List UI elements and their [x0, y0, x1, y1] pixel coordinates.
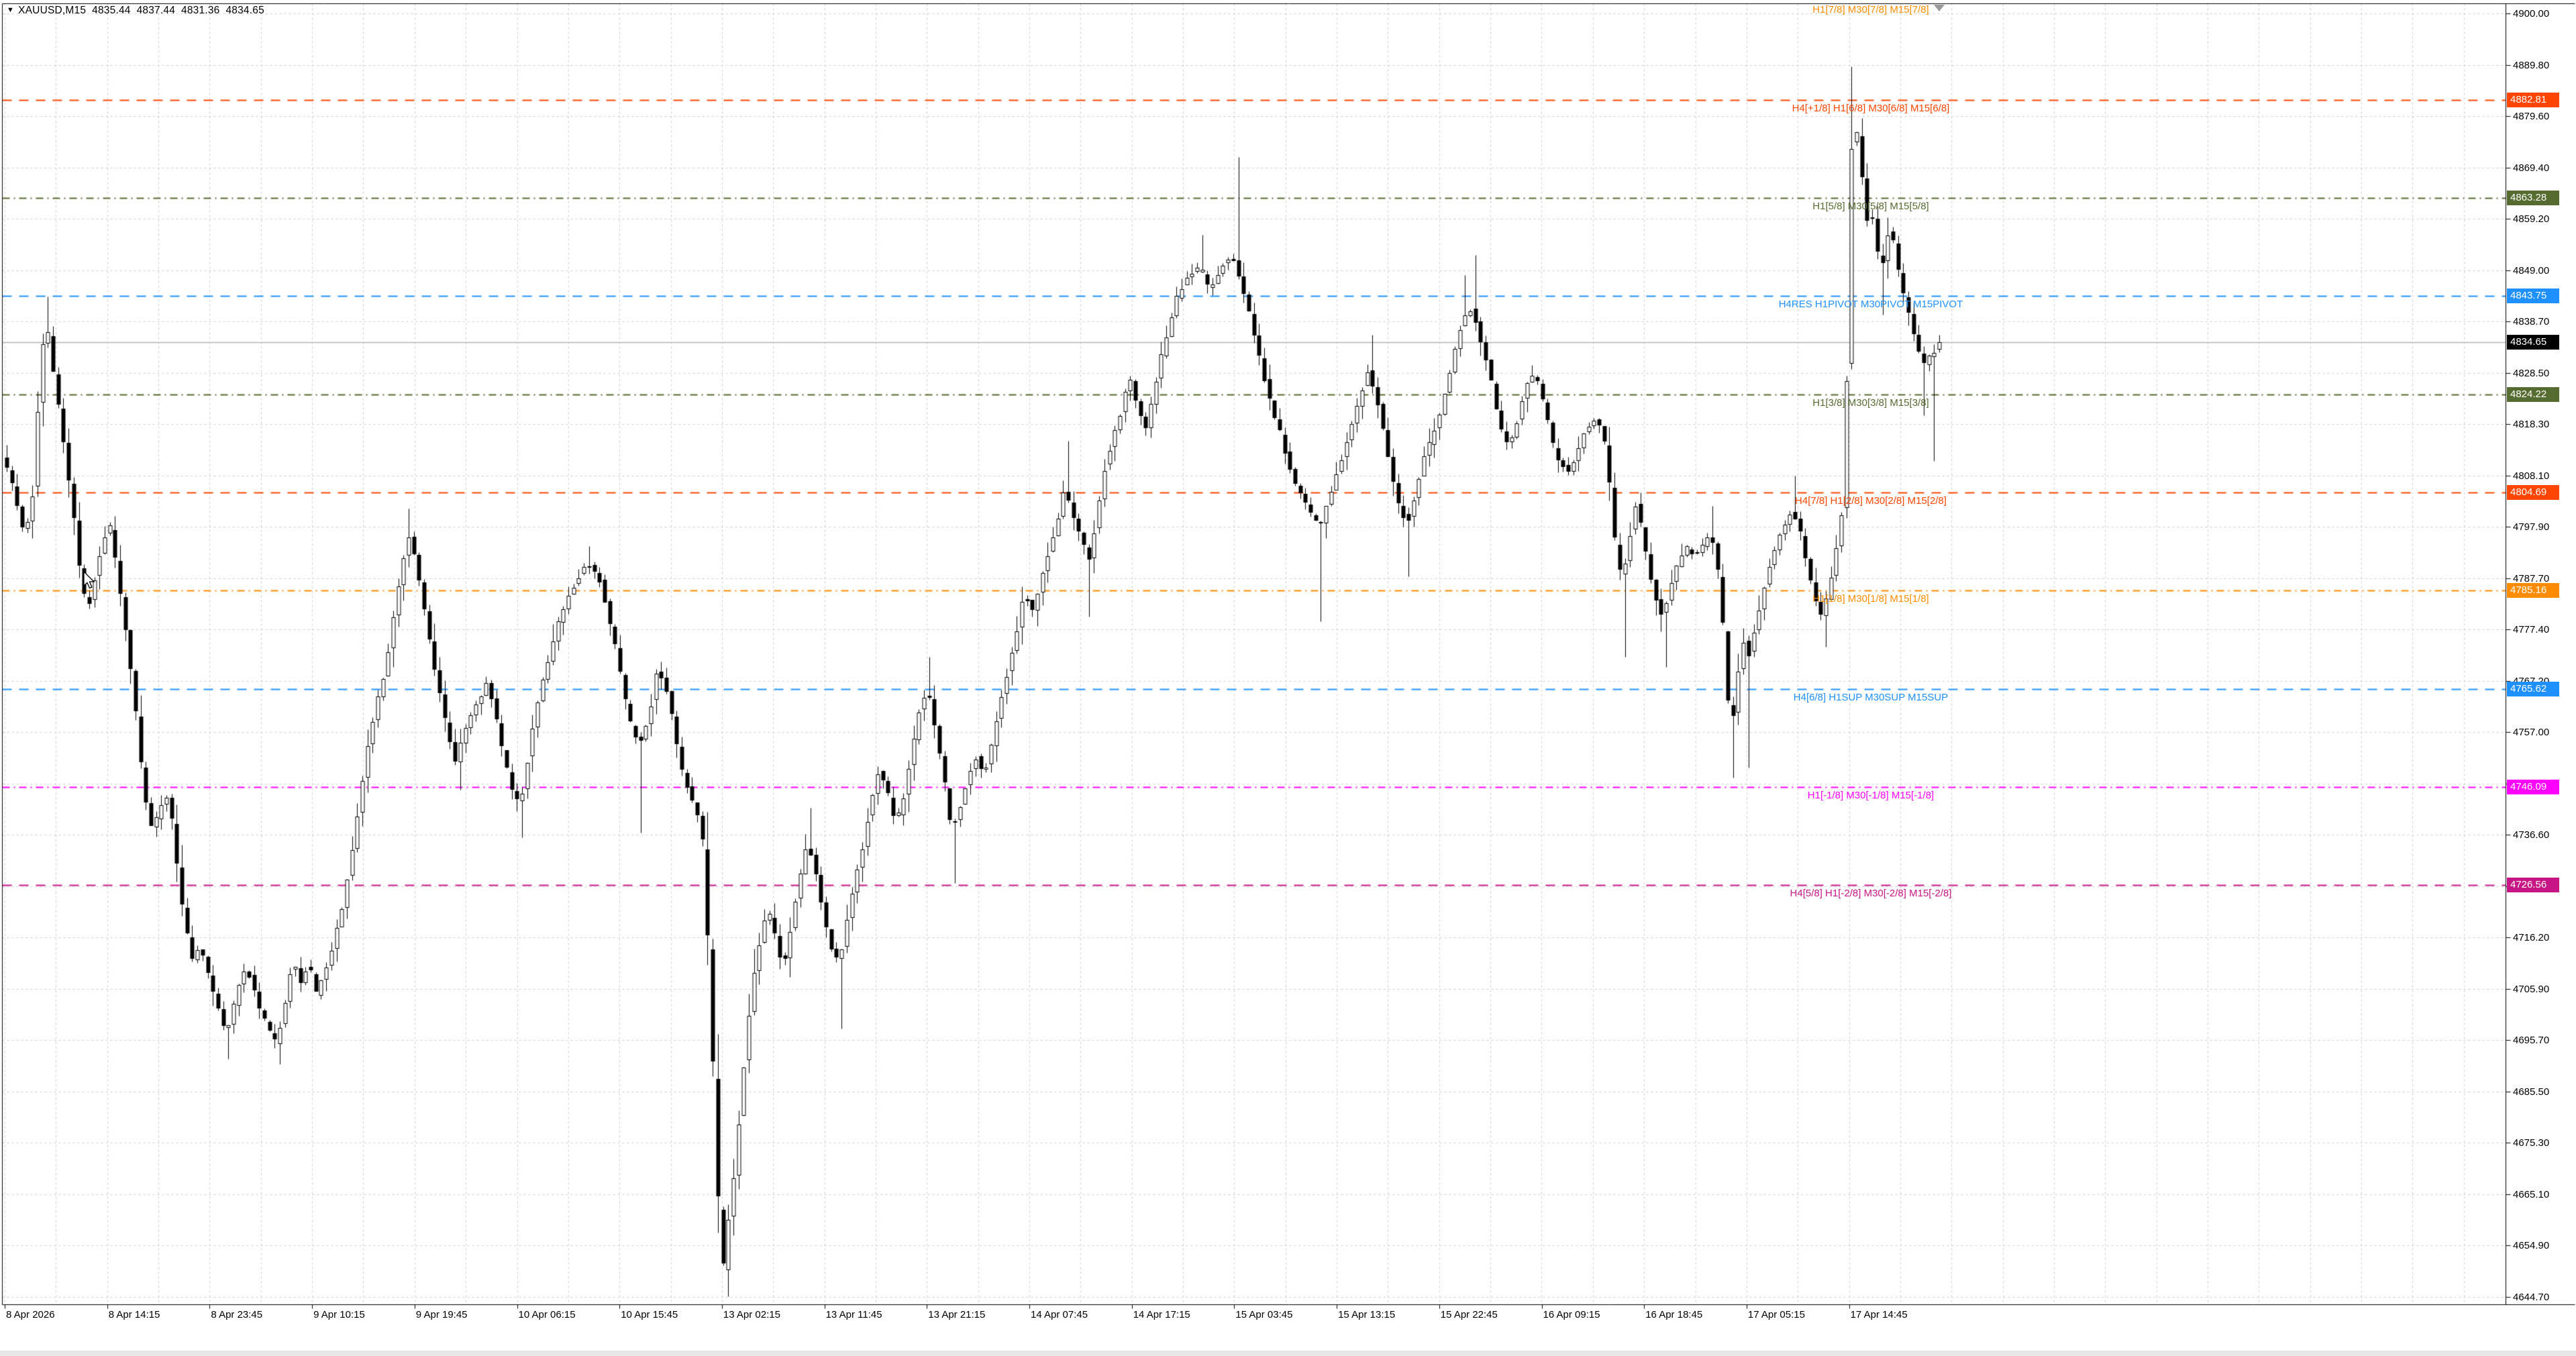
price-axis-tick-label: 4654.90 — [2513, 1240, 2550, 1251]
price-axis-tick-label: 4797.90 — [2513, 521, 2550, 533]
price-axis-tick-label: 4869.40 — [2513, 162, 2550, 174]
price-axis-tick-label: 4818.30 — [2513, 419, 2550, 430]
chart-shift-marker-icon[interactable] — [1934, 5, 1945, 11]
symbol-ohlc-header: ▼ XAUUSD,M15 4835.44 4837.44 4831.36 4834.65 — [7, 5, 270, 17]
murrey-level-label[interactable]: H1[5/8] M30[5/8] M15[5/8] — [1812, 201, 1929, 213]
price-axis-level-badge: 4863.28 — [2507, 191, 2559, 206]
murrey-level-label[interactable]: H4RES H1PIVOT M30PIVOT M15PIVOT — [1778, 299, 1963, 311]
murrey-level-label[interactable]: H1[-1/8] M30[-1/8] M15[-1/8] — [1807, 789, 1935, 801]
price-axis-tick-label: 4685.50 — [2513, 1086, 2550, 1098]
murrey-level-label[interactable]: H1[7/8] M30[7/8] M15[7/8] — [1812, 4, 1929, 16]
price-axis-tick-label: 4828.50 — [2513, 367, 2550, 379]
low-value: 4831.36 — [181, 5, 220, 16]
price-axis-tick-label: 4716.20 — [2513, 932, 2550, 943]
murrey-level-label[interactable]: H4[6/8] H1SUP M30SUP M15SUP — [1793, 691, 1949, 703]
murrey-level-label[interactable]: H4[+1/8] H1[6/8] M30[6/8] M15[6/8] — [1792, 102, 1950, 114]
murrey-level-label[interactable]: H1[3/8] M30[3/8] M15[3/8] — [1812, 397, 1929, 409]
price-axis-level-badge: 4765.62 — [2507, 681, 2559, 696]
price-axis-tick-label: 4675.30 — [2513, 1137, 2550, 1149]
time-axis-label: 13 Apr 02:15 — [723, 1309, 780, 1320]
price-axis-tick-label: 4787.70 — [2513, 572, 2550, 584]
price-axis-level-badge: 4843.75 — [2507, 289, 2559, 304]
high-value: 4837.44 — [136, 5, 176, 16]
price-axis-tick-label: 4849.00 — [2513, 264, 2550, 276]
murrey-level-label[interactable]: H1[1/8] M30[1/8] M15[1/8] — [1812, 593, 1929, 605]
price-axis-level-badge: 4746.09 — [2507, 779, 2559, 794]
time-axis-label: 16 Apr 09:15 — [1543, 1309, 1600, 1320]
price-axis-tick-label: 4644.70 — [2513, 1291, 2550, 1303]
time-axis-label: 15 Apr 13:15 — [1338, 1309, 1396, 1320]
murrey-level-label[interactable]: H4[7/8] H1[2/8] M30[2/8] M15[2/8] — [1795, 494, 1947, 507]
price-axis-tick-label: 4665.10 — [2513, 1188, 2550, 1200]
time-axis-label: 8 Apr 2026 — [6, 1309, 55, 1320]
price-axis-tick-label: 4838.70 — [2513, 316, 2550, 327]
open-value: 4835.44 — [92, 5, 131, 16]
time-axis-label: 9 Apr 19:45 — [415, 1309, 468, 1320]
price-axis-tick-label: 4900.00 — [2513, 8, 2550, 19]
time-axis-label: 10 Apr 15:45 — [621, 1309, 678, 1320]
time-axis-label: 15 Apr 03:45 — [1235, 1309, 1293, 1320]
price-axis-level-badge: 4804.69 — [2507, 484, 2559, 500]
price-axis-tick-label: 4695.70 — [2513, 1035, 2550, 1046]
price-axis-tick-label: 4736.60 — [2513, 829, 2550, 841]
price-axis-tick-label: 4808.10 — [2513, 470, 2550, 482]
time-axis-label: 9 Apr 10:15 — [313, 1309, 365, 1320]
close-value: 4834.65 — [225, 5, 264, 16]
time-axis-label: 13 Apr 11:45 — [825, 1309, 882, 1320]
price-axis-level-badge: 4726.56 — [2507, 878, 2559, 893]
symbol-timeframe-label: XAUUSD,M15 — [18, 5, 87, 16]
price-axis-tick-label: 4879.60 — [2513, 111, 2550, 122]
price-axis-level-badge: 4882.81 — [2507, 92, 2559, 107]
price-axis-bid-badge: 4834.65 — [2507, 334, 2559, 350]
time-axis-label: 10 Apr 06:15 — [518, 1309, 576, 1320]
mouse-cursor-icon — [83, 571, 95, 589]
murrey-level-label[interactable]: H4[5/8] H1[-2/8] M30[-2/8] M15[-2/8] — [1790, 888, 1952, 900]
time-axis-label: 15 Apr 22:45 — [1440, 1309, 1498, 1320]
price-axis-level-badge: 4785.16 — [2507, 583, 2559, 598]
price-axis-tick-label: 4705.90 — [2513, 983, 2550, 995]
time-axis-label: 13 Apr 21:15 — [928, 1309, 986, 1320]
time-axis-label: 14 Apr 07:45 — [1031, 1309, 1088, 1320]
collapse-triangle-icon[interactable]: ▼ — [7, 6, 15, 14]
price-axis-tick-label: 4757.00 — [2513, 727, 2550, 738]
time-axis-label: 8 Apr 23:45 — [211, 1309, 263, 1320]
time-axis-label: 14 Apr 17:15 — [1133, 1309, 1190, 1320]
time-axis-label: 8 Apr 14:15 — [108, 1309, 160, 1320]
window-edge — [0, 1351, 2576, 1356]
price-axis-level-badge: 4824.22 — [2507, 386, 2559, 402]
price-axis-tick-label: 4889.80 — [2513, 59, 2550, 71]
time-axis-label: 17 Apr 14:45 — [1850, 1309, 1908, 1320]
price-axis-tick-label: 4777.40 — [2513, 624, 2550, 635]
price-axis-tick-label: 4859.20 — [2513, 213, 2550, 225]
time-axis-label: 17 Apr 05:15 — [1747, 1309, 1805, 1320]
time-axis-label: 16 Apr 18:45 — [1645, 1309, 1703, 1320]
